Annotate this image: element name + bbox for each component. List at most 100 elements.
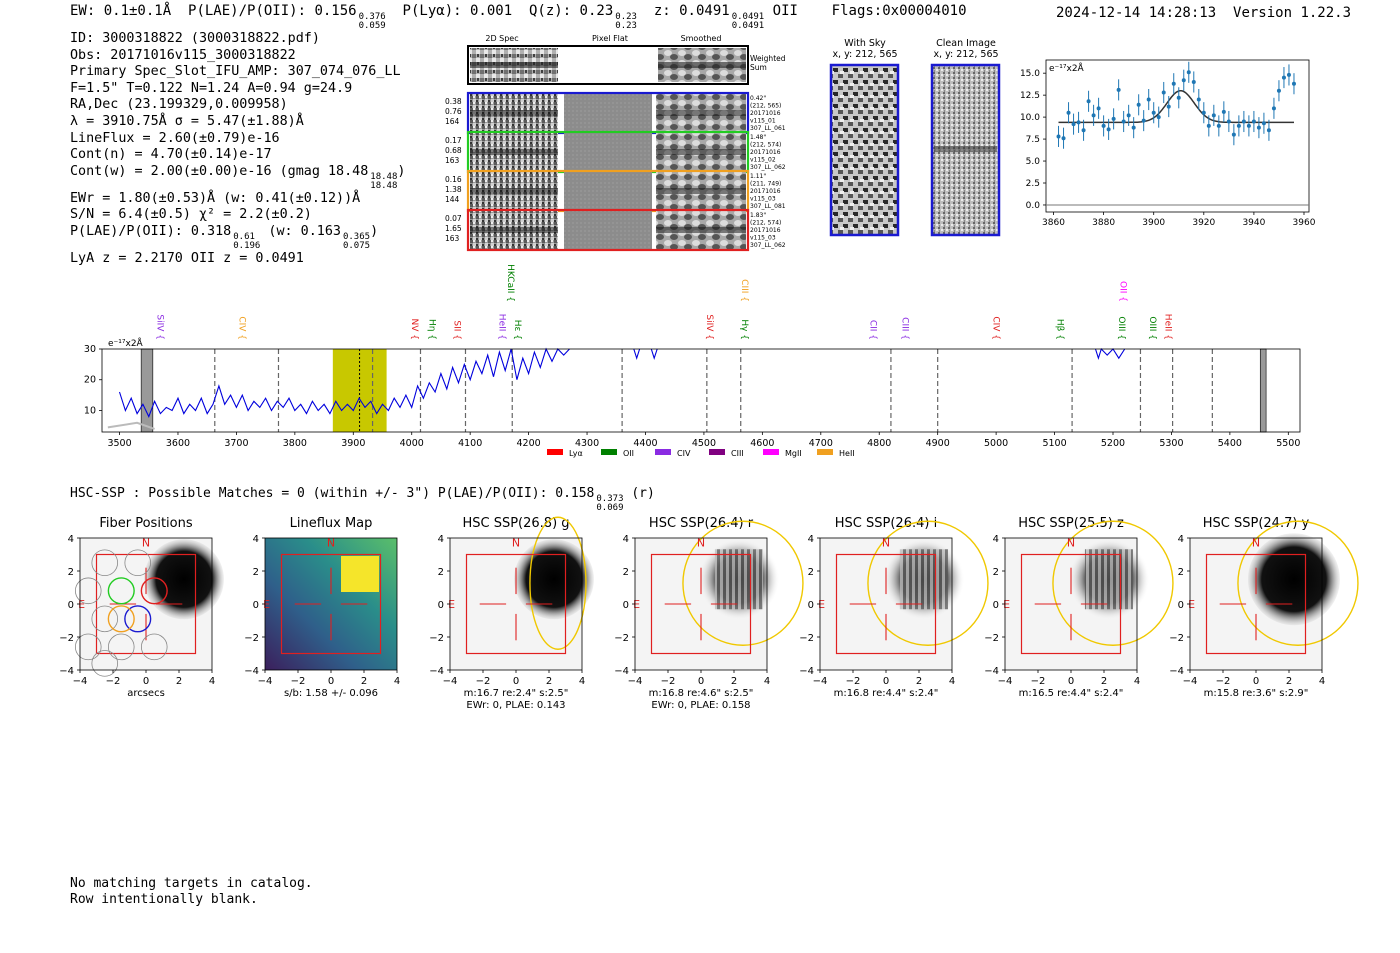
zoom-ytick-label: 0.0: [1026, 201, 1041, 211]
hsc-east-label: E: [1188, 598, 1195, 611]
spec-flux-segment: [650, 348, 658, 361]
with-sky-label: With Sky: [844, 38, 886, 49]
hsc-source-blob: [1247, 533, 1340, 626]
zoom-point: [1156, 115, 1161, 120]
with-sky-title: With Sky x, y: 212, 565: [830, 38, 900, 60]
hsc-sub2: EWr: 0, PLAE: 0.143: [466, 700, 565, 711]
spec-line-label: CIII {: [900, 317, 910, 340]
zoom-point: [1176, 95, 1181, 100]
info-id: ID: 3000318822 (3000318822.pdf): [70, 31, 320, 46]
hsc-panel-title: HSC SSP(24.7) y: [1203, 516, 1310, 531]
hsc-ytick-label: 2: [253, 567, 259, 578]
spec-xtick-label: 5400: [1218, 438, 1242, 449]
cutout-flat-2: [564, 133, 652, 171]
hsc-panel-7: HSC SSP(24.7) y N E −4−4 −2 −2 0 0 2 2 4 4 m:15.8 re…: [1169, 516, 1359, 699]
hsc-ytick-label: 0: [1178, 600, 1184, 611]
cutout-left-1-1: 0.38: [445, 97, 462, 106]
spec-masked-region: [140, 348, 154, 433]
with-sky-xy: x, y: 212, 565: [832, 49, 898, 60]
info-contw: Cont(w) = 2.00(±0.00)e-16 (gmag 18.48: [70, 163, 369, 179]
hsc-xtick-label: −2: [106, 676, 121, 687]
hsc-ytick-label: 0: [993, 600, 999, 611]
cutout-left-4-1: 0.07: [445, 214, 462, 223]
hsc-red-box: [95, 553, 197, 655]
zoom-point: [1171, 81, 1176, 86]
hsc-xtick-label: −4: [73, 676, 88, 687]
zoom-point: [1281, 75, 1286, 80]
hsc-panel-title: Lineflux Map: [290, 516, 373, 531]
fiber-circle: [140, 577, 168, 605]
spec-line-label: Hη {: [426, 319, 436, 340]
hsc-ytick-label: −4: [59, 666, 74, 677]
fiber-circle: [140, 633, 168, 661]
fiber-circle: [107, 633, 135, 661]
hsc-xtick-label: 2: [731, 676, 737, 687]
zoom-ytick-label: 10.0: [1020, 113, 1040, 123]
info-contw-row: Cont(w) = 2.00(±0.00)e-16 (gmag 18.48 18.…: [70, 164, 405, 191]
header-qz: Q(z): 0.23: [528, 3, 614, 19]
cutout-left-2-2: 0.68: [445, 146, 462, 155]
spec-ylabel: e⁻¹⁷x2Å: [108, 337, 144, 349]
hsc-xtick-label: 0: [143, 676, 149, 687]
hsc-sub1: arcsecs: [127, 688, 165, 699]
hsc-ytick-label: −4: [614, 666, 629, 677]
fiber-circle: [107, 577, 135, 605]
cutout-flat-3: [564, 172, 652, 210]
hsc-xtick-label: −4: [443, 676, 458, 687]
cutout-left-3-1: 0.16: [445, 175, 462, 184]
hsc-panel-4: HSC SSP(26.4) r N E −4−4 −2 −2 0 0 2 2 4 4 m:16.8 re…: [614, 516, 804, 711]
spec-legend-swatch: [547, 449, 563, 455]
hsc-panel-2: Lineflux Map N E −4−4 −2 −2 0 0 2 2 4 4 s/b: 1.58 +/…: [244, 516, 400, 699]
hsc-north-label: N: [142, 536, 150, 549]
zoom-point: [1196, 97, 1201, 102]
with-sky-image: [829, 63, 900, 237]
zoom-point: [1251, 119, 1256, 124]
spec-line-label: HKCaII {: [505, 264, 515, 302]
hsc-sub1: m:16.8 re:4.6" s:2.5": [649, 688, 754, 699]
fiber-circle: [91, 549, 119, 577]
info-plae-row: P(LAE)/P(OII): 0.318 0.61 0.196 (w: 0.163 0…: [70, 224, 405, 251]
cutout-right-1-2: (212, 565): [750, 103, 781, 110]
hsc-ytick-label: 4: [253, 534, 259, 545]
hsc-red-box: [650, 553, 752, 655]
spec-line-label: CIII {: [739, 279, 749, 302]
zoom-ytick-label: 2.5: [1026, 179, 1040, 189]
info-params: F=1.5" T=0.122 N=1.24 A=0.94 g=24.9: [70, 80, 353, 96]
info-sn: S/N = 6.4(±0.5) χ² = 2.2(±0.2): [70, 207, 312, 223]
spec-line-label: SII {: [451, 320, 461, 340]
cutout-left-2-1: 0.17: [445, 136, 462, 145]
hsc-xtick-label: 2: [361, 676, 367, 687]
cutout-left-1-2: 0.76: [445, 107, 462, 116]
cutout-right-1-5: 307_LL_061: [750, 125, 786, 132]
spec-line-label: SiIV {: [704, 314, 714, 340]
hsc-xtick-label: 2: [1101, 676, 1107, 687]
hsc-north-label: N: [1067, 536, 1075, 549]
zoom-point: [1216, 123, 1221, 128]
col-smoothed: Smoothed: [681, 34, 722, 43]
hsc-panel-title: HSC SSP(25.5) z: [1018, 516, 1124, 531]
hsc-xtick-label: −4: [1183, 676, 1198, 687]
hsc-ytick-label: 4: [68, 534, 74, 545]
info-plae-hi: 0.61: [233, 231, 255, 242]
hsc-xtick-label: −2: [1216, 676, 1231, 687]
cutout-right-2-5: 307_LL_062: [750, 164, 786, 171]
hsc-east-label: E: [448, 598, 455, 611]
hsc-east-label: E: [1003, 598, 1010, 611]
hsc-xtick-label: −2: [476, 676, 491, 687]
hsc-xtick-label: 4: [579, 676, 585, 687]
spec-legend-swatch: [709, 449, 725, 455]
zoom-xtick-label: 3960: [1293, 218, 1316, 228]
spec-xtick-label: 5500: [1276, 438, 1300, 449]
hsc-xtick-label: 4: [1134, 676, 1140, 687]
spec-ytick-label: 20: [84, 375, 96, 386]
spec-flux-segment: [1094, 347, 1126, 361]
zoom-point: [1181, 78, 1186, 83]
hsc-ytick-label: 0: [438, 600, 444, 611]
spec-xtick-label: 4900: [926, 438, 950, 449]
hsc-xtick-label: 2: [1286, 676, 1292, 687]
fiber-circle: [124, 605, 152, 633]
spec-xtick-label: 4600: [750, 438, 774, 449]
hsc-ytick-label: −4: [1169, 666, 1184, 677]
info-contn: Cont(n) = 4.70(±0.14)e-17: [70, 147, 272, 163]
spec-xtick-label: 4300: [575, 438, 599, 449]
